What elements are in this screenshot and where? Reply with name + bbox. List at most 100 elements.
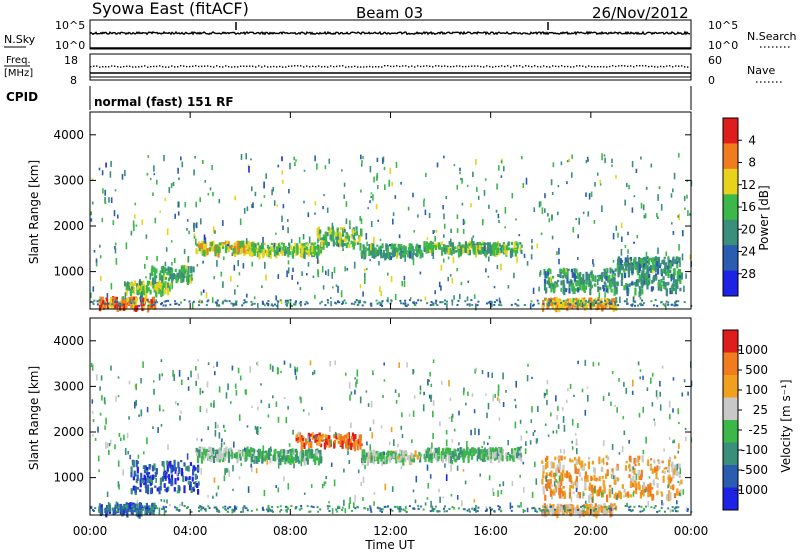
freq-point (204, 66, 205, 67)
range-cell (251, 456, 253, 462)
range-cell (575, 303, 577, 305)
range-cell (591, 302, 593, 304)
range-cell (656, 213, 658, 217)
range-cell (465, 403, 467, 406)
range-cell (658, 466, 660, 470)
range-cell (353, 438, 355, 441)
range-cell (325, 271, 327, 275)
range-cell (174, 258, 176, 263)
freq-point (552, 65, 553, 66)
range-cell (246, 301, 248, 303)
freq-point (498, 66, 499, 67)
range-cell (328, 269, 330, 276)
range-cell (321, 240, 323, 247)
range-cell (544, 271, 546, 279)
range-cell (227, 244, 229, 246)
range-cell (377, 158, 379, 162)
range-cell (511, 304, 513, 306)
range-cell (649, 489, 651, 497)
range-cell (206, 292, 208, 298)
range-cell (258, 452, 260, 456)
range-cell (138, 305, 140, 307)
range-cell (677, 271, 679, 277)
range-cell (291, 448, 293, 452)
range-cell (344, 243, 346, 246)
range-cell (277, 301, 279, 303)
range-cell (544, 506, 546, 508)
freq-point (234, 66, 235, 67)
range-cell (426, 302, 428, 304)
range-cell (221, 443, 223, 448)
range-cell (279, 458, 281, 465)
freq-point (615, 66, 616, 67)
range-cell (221, 438, 223, 442)
range-cell (624, 200, 626, 206)
range-cell (556, 415, 558, 420)
freq-point (324, 66, 325, 67)
range-cell (502, 373, 504, 380)
colorbar-swatch (723, 169, 738, 195)
range-cell (190, 273, 192, 275)
range-cell (224, 430, 226, 432)
range-cell (204, 508, 206, 510)
range-cell (444, 303, 446, 305)
range-cell (641, 490, 643, 495)
range-cell (284, 361, 286, 365)
range-cell (159, 508, 161, 515)
range-cell (464, 300, 466, 302)
range-cell (621, 249, 623, 256)
range-cell (627, 249, 629, 254)
freq-point (291, 65, 292, 66)
range-cell (142, 286, 144, 292)
noise-panel: N.Sky 10^5 10^0 10^5 10^0 N.Search (4, 19, 797, 52)
range-cell (665, 467, 667, 469)
range-cell (686, 195, 688, 199)
range-cell (192, 469, 194, 476)
range-cell (409, 299, 411, 301)
range-cell (195, 239, 197, 245)
range-cell (616, 287, 618, 292)
freq-point (534, 65, 535, 66)
freq-point (450, 66, 451, 67)
freq-point (246, 66, 247, 67)
range-cell (496, 210, 498, 213)
range-cell (478, 447, 480, 454)
freq-label: Freq. (6, 55, 31, 66)
freq-point (249, 66, 250, 67)
range-cell (515, 405, 517, 409)
range-cell (671, 222, 673, 224)
range-cell (683, 489, 685, 495)
range-cell (598, 489, 600, 496)
range-cell (282, 180, 284, 184)
range-cell (270, 364, 272, 370)
range-cell (401, 281, 403, 286)
range-cell (425, 173, 427, 177)
range-cell (644, 275, 646, 277)
freq-point (219, 66, 220, 67)
range-cell (322, 266, 324, 273)
freq-point (309, 66, 310, 67)
range-cell (364, 457, 366, 463)
range-cell (219, 242, 221, 245)
range-cell (438, 448, 440, 456)
colorbar-swatch (723, 143, 738, 169)
range-cell (334, 480, 336, 487)
freq-left-tick-top: 18 (64, 54, 78, 67)
range-cell (396, 162, 398, 168)
range-cell (525, 448, 527, 454)
range-cell (457, 304, 459, 306)
freq-point (438, 65, 439, 66)
range-cell (687, 392, 689, 396)
range-cell (678, 422, 680, 424)
range-cell (685, 273, 687, 279)
range-cell (565, 289, 567, 292)
range-cell (151, 303, 153, 305)
range-cell (446, 447, 448, 454)
range-cell (610, 303, 612, 305)
freq-point (333, 66, 334, 67)
range-cell (606, 300, 608, 303)
range-cell (619, 494, 621, 497)
range-cell (214, 477, 216, 483)
range-cell (137, 467, 139, 474)
range-cell (357, 243, 359, 245)
